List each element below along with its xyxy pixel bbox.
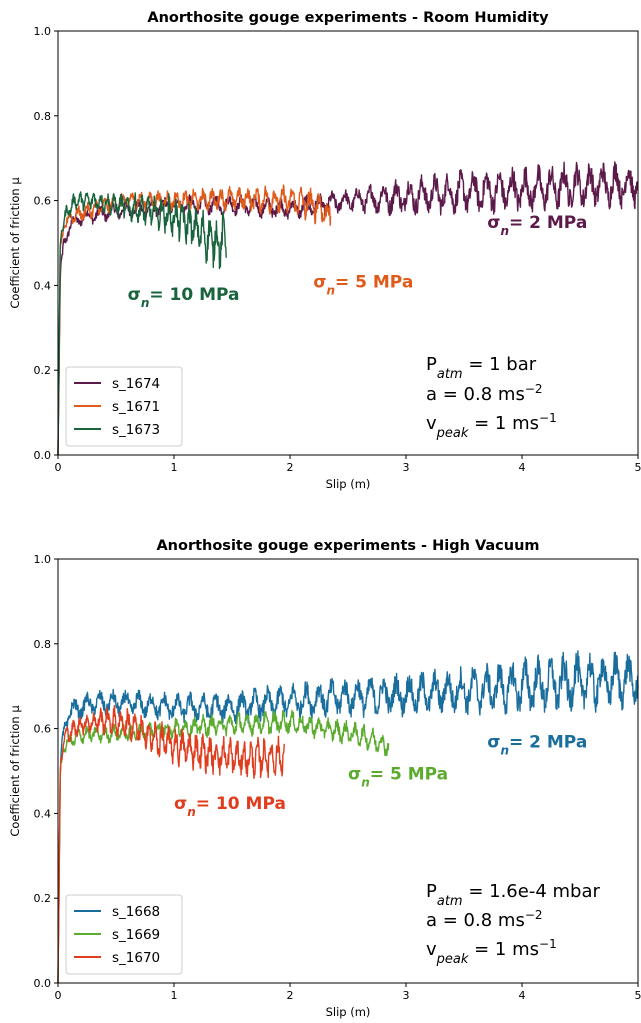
legend-label: s_1670	[112, 950, 160, 966]
condition-velocity: vpeak = 1 ms−1	[426, 411, 557, 441]
legend-label: s_1671	[112, 399, 160, 415]
x-tick-label: 4	[519, 989, 526, 1002]
x-tick-label: 3	[403, 989, 410, 1002]
x-axis-label: Slip (m)	[326, 1005, 371, 1019]
legend-label: s_1669	[112, 927, 160, 943]
plot-frame	[57, 558, 639, 984]
y-tick-label: 1.0	[34, 25, 52, 38]
series-annotation: σn= 10 MPa	[128, 285, 240, 310]
y-tick-label: 0.6	[34, 195, 52, 208]
y-tick-label: 0.8	[34, 638, 52, 651]
condition-acceleration: a = 0.8 ms−2	[426, 908, 543, 931]
y-tick-label: 0.2	[34, 364, 52, 377]
legend-label: s_1673	[112, 422, 160, 438]
x-tick-label: 0	[55, 989, 62, 1002]
x-tick-label: 2	[287, 461, 294, 474]
chart-title: Anorthosite gouge experiments - Room Hum…	[147, 10, 549, 26]
x-tick-label: 4	[519, 461, 526, 474]
y-tick-label: 0.6	[34, 723, 52, 736]
x-tick-label: 1	[171, 989, 178, 1002]
x-tick-label: 0	[55, 461, 62, 474]
chart-title: Anorthosite gouge experiments - High Vac…	[156, 538, 539, 554]
x-tick-label: 2	[287, 989, 294, 1002]
plot-frame	[57, 30, 639, 456]
series-line-s_1669	[57, 709, 390, 984]
condition-velocity: vpeak = 1 ms−1	[426, 937, 557, 967]
series-annotation: σn= 5 MPa	[348, 764, 448, 789]
x-axis-label: Slip (m)	[326, 477, 371, 491]
x-tick-label: 3	[403, 461, 410, 474]
legend-label: s_1668	[112, 904, 160, 920]
condition-pressure: Patm = 1 bar	[426, 354, 537, 382]
y-axis-label: Coefficient of friction μ	[8, 705, 22, 837]
y-tick-label: 0.0	[34, 977, 52, 990]
legend: s_1674 s_1671 s_1673	[65, 366, 183, 447]
y-tick-label: 0.8	[34, 110, 52, 123]
y-tick-label: 1.0	[34, 553, 52, 566]
series-line-s_1670	[57, 705, 285, 984]
chart-panel-1: Anorthosite gouge experiments - Room Hum…	[8, 10, 641, 491]
series-annotation: σn= 2 MPa	[487, 733, 587, 758]
legend-box	[65, 894, 183, 975]
series-line-s_1671	[57, 184, 332, 456]
chart-panel-2: Anorthosite gouge experiments - High Vac…	[8, 538, 641, 1019]
y-tick-label: 0.2	[34, 892, 52, 905]
y-tick-label: 0.0	[34, 449, 52, 462]
x-tick-label: 1	[171, 461, 178, 474]
series-annotation: σn= 5 MPa	[313, 273, 413, 298]
series-line-s_1673	[57, 191, 227, 456]
legend-label: s_1674	[112, 376, 160, 392]
y-tick-label: 0.4	[34, 279, 52, 292]
legend: s_1668 s_1669 s_1670	[65, 894, 183, 975]
x-tick-label: 5	[635, 989, 641, 1002]
series-annotation: σn= 10 MPa	[174, 794, 286, 819]
y-axis-label: Coefficient of friction μ	[8, 177, 22, 309]
series-annotation: σn= 2 MPa	[487, 213, 587, 238]
y-tick-label: 0.4	[34, 807, 52, 820]
legend-box	[65, 366, 183, 447]
condition-pressure: Patm = 1.6e-4 mbar	[426, 881, 600, 909]
x-tick-label: 5	[635, 461, 641, 474]
condition-acceleration: a = 0.8 ms−2	[426, 382, 543, 405]
series-line-s_1668	[57, 650, 639, 984]
